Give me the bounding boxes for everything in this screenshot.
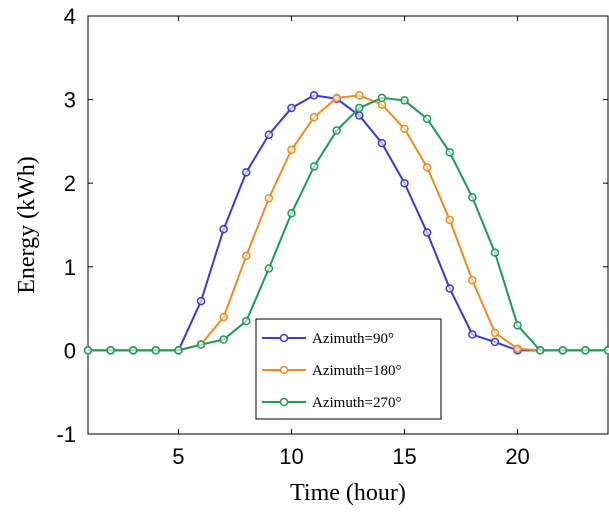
data-point <box>83 346 93 355</box>
series-line <box>88 94 608 352</box>
data-point <box>490 328 500 338</box>
data-point <box>355 103 364 113</box>
x-tick-label: 20 <box>505 444 529 469</box>
data-point <box>196 296 206 306</box>
data-point <box>445 284 454 293</box>
series-line <box>88 94 608 352</box>
data-point <box>219 224 228 234</box>
data-point <box>219 312 228 322</box>
data-point <box>309 91 319 100</box>
data-point <box>128 346 138 355</box>
data-point <box>400 96 409 105</box>
data-point <box>332 126 341 135</box>
data-point <box>558 346 568 355</box>
data-point <box>219 335 228 344</box>
y-tick-label: 0 <box>64 338 76 363</box>
data-point <box>400 124 409 134</box>
legend-label: Azimuth=270° <box>312 395 401 411</box>
x-tick-label: 15 <box>392 444 416 469</box>
legend-label: Azimuth=180° <box>312 363 401 379</box>
data-point <box>422 114 432 124</box>
data-point <box>332 93 341 103</box>
plot-area <box>87 15 609 435</box>
data-point <box>581 346 590 355</box>
data-point <box>242 316 251 326</box>
y-tick-label: 3 <box>64 88 76 113</box>
data-point <box>445 148 454 157</box>
data-point <box>468 193 477 202</box>
x-axis-label: Time (hour) <box>290 480 406 506</box>
data-point <box>513 321 522 330</box>
y-tick-label: 4 <box>64 4 76 29</box>
data-point <box>535 346 545 355</box>
data-point <box>106 346 115 355</box>
series-line <box>88 96 608 352</box>
y-axis-label: Energy (kWh) <box>14 156 40 294</box>
data-point <box>242 251 251 261</box>
data-point <box>196 340 206 349</box>
x-tick-label: 5 <box>172 444 184 469</box>
data-point <box>309 112 319 122</box>
data-point <box>400 178 409 188</box>
data-point <box>377 138 387 148</box>
x-tick-label: 10 <box>279 444 303 469</box>
legend-marker <box>279 397 289 407</box>
data-point <box>287 103 296 113</box>
legend-marker <box>279 365 289 375</box>
data-point <box>468 330 477 339</box>
data-point <box>151 346 161 355</box>
data-point <box>468 275 477 285</box>
legend-marker <box>279 333 289 343</box>
data-point <box>422 163 432 172</box>
data-point <box>264 193 274 203</box>
y-tick-label: 2 <box>64 171 76 196</box>
legend: Azimuth=90° Azimuth=180° Azimuth=270° <box>255 318 442 420</box>
data-point <box>355 111 364 120</box>
data-point <box>287 209 296 218</box>
data-point <box>355 91 364 100</box>
data-point <box>445 215 454 225</box>
data-point <box>422 228 432 237</box>
legend-label: Azimuth=90° <box>312 331 394 347</box>
y-tick-label: -1 <box>56 422 76 447</box>
data-point <box>242 168 251 177</box>
data-point <box>264 130 274 139</box>
data-point <box>490 337 500 347</box>
data-point <box>603 346 609 355</box>
data-point <box>174 346 183 355</box>
data-point <box>309 162 319 171</box>
data-point <box>264 264 274 273</box>
y-tick-label: 1 <box>64 255 76 280</box>
data-point <box>287 145 296 155</box>
data-point <box>377 93 387 103</box>
data-point <box>513 344 522 353</box>
data-point <box>490 248 500 257</box>
